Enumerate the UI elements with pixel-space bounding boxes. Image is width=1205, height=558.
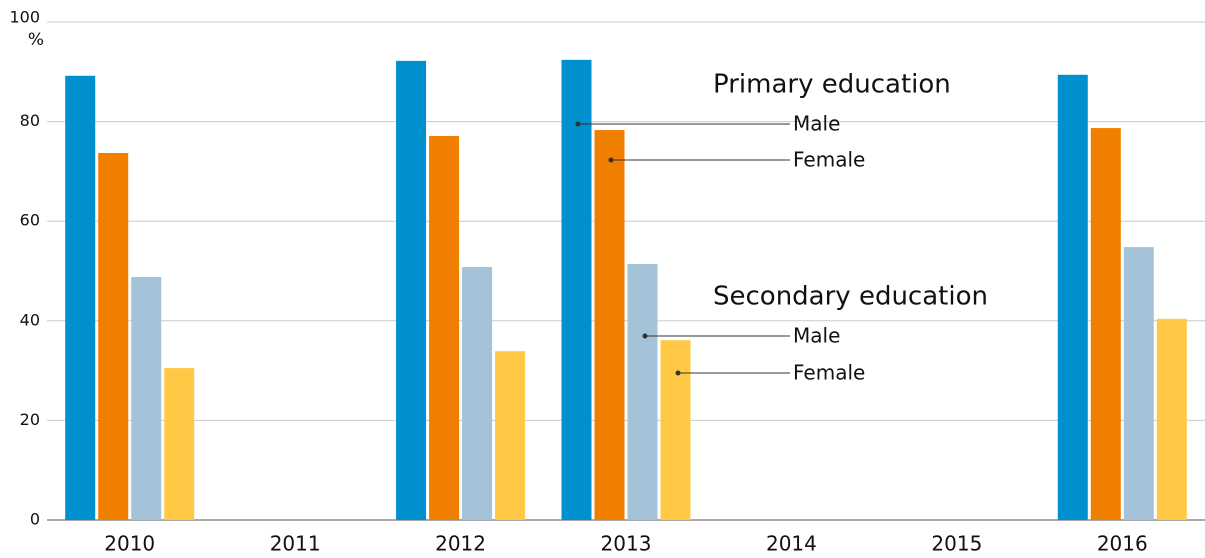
bar: [1057, 74, 1088, 521]
legend-title: Primary education: [713, 70, 951, 100]
bar: [561, 59, 592, 521]
bar: [462, 267, 493, 520]
y-axis-label: %: [28, 30, 44, 50]
legend-label: Male: [793, 112, 840, 136]
x-tick-label: 2015: [931, 532, 982, 556]
legend-dot: [608, 157, 614, 163]
bar: [1090, 128, 1121, 520]
bar: [627, 264, 658, 520]
bar: [164, 368, 195, 520]
y-tick-label: 100: [9, 8, 40, 27]
x-tick-label: 2011: [270, 532, 321, 556]
legend-dot: [675, 370, 681, 376]
bar: [65, 75, 96, 520]
bar: [396, 60, 427, 521]
bar: [429, 136, 460, 521]
bar: [495, 351, 526, 520]
bar: [1156, 318, 1187, 520]
x-tick-label: 2014: [766, 532, 817, 556]
legend-title: Secondary education: [713, 282, 988, 312]
y-tick-label: 40: [20, 310, 40, 329]
y-tick-label: 20: [20, 410, 40, 429]
y-tick-label: 80: [20, 111, 40, 130]
legend-label: Female: [793, 361, 865, 385]
legend-dot: [575, 121, 581, 127]
y-tick-label: 60: [20, 211, 40, 230]
x-tick-label: 2013: [601, 532, 652, 556]
bar: [1123, 247, 1154, 520]
bar: [594, 130, 625, 521]
legend-label: Male: [793, 324, 840, 348]
legend-label: Female: [793, 148, 865, 172]
legend-dot: [642, 333, 648, 339]
x-tick-label: 2010: [104, 532, 155, 556]
x-tick-label: 2012: [435, 532, 486, 556]
y-tick-label: 0: [30, 510, 40, 529]
x-tick-label: 2016: [1097, 532, 1148, 556]
bar: [131, 276, 162, 520]
bar: [660, 340, 691, 520]
bar: [98, 152, 129, 520]
